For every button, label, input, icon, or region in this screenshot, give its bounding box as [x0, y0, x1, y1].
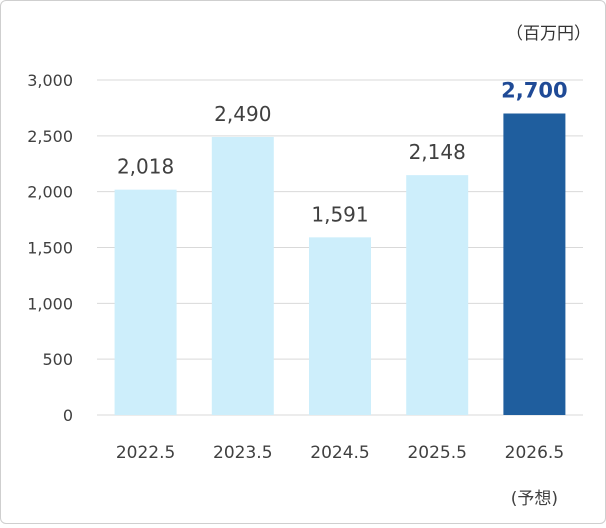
bar: [309, 237, 371, 415]
x-tick-label: 2024.5: [310, 443, 369, 463]
y-tick-label: 2,500: [27, 127, 73, 146]
data-label: 2,700: [501, 79, 567, 103]
y-tick-label: 1,000: [27, 294, 73, 313]
x-tick-label: 2025.5: [407, 443, 466, 463]
x-tick-label: 2023.5: [213, 443, 272, 463]
y-tick-label: 2,000: [27, 183, 73, 202]
forecast-note: (予想): [511, 489, 558, 509]
bar: [503, 113, 566, 415]
unit-label: （百万円）: [506, 24, 591, 44]
bar: [211, 136, 274, 415]
bar: [406, 175, 469, 415]
bar: [114, 189, 177, 415]
y-tick-label: 500: [42, 350, 73, 369]
x-tick-label: 2026.5: [505, 443, 564, 463]
x-tick-label: 2022.5: [116, 443, 175, 463]
data-label: 2,490: [214, 102, 271, 126]
y-tick-label: 3,000: [27, 71, 73, 90]
data-label: 2,148: [409, 140, 466, 164]
data-label: 2,018: [117, 155, 174, 179]
y-tick-label: 1,500: [27, 239, 73, 258]
y-tick-label: 0: [63, 406, 73, 425]
data-label: 1,591: [311, 202, 368, 226]
